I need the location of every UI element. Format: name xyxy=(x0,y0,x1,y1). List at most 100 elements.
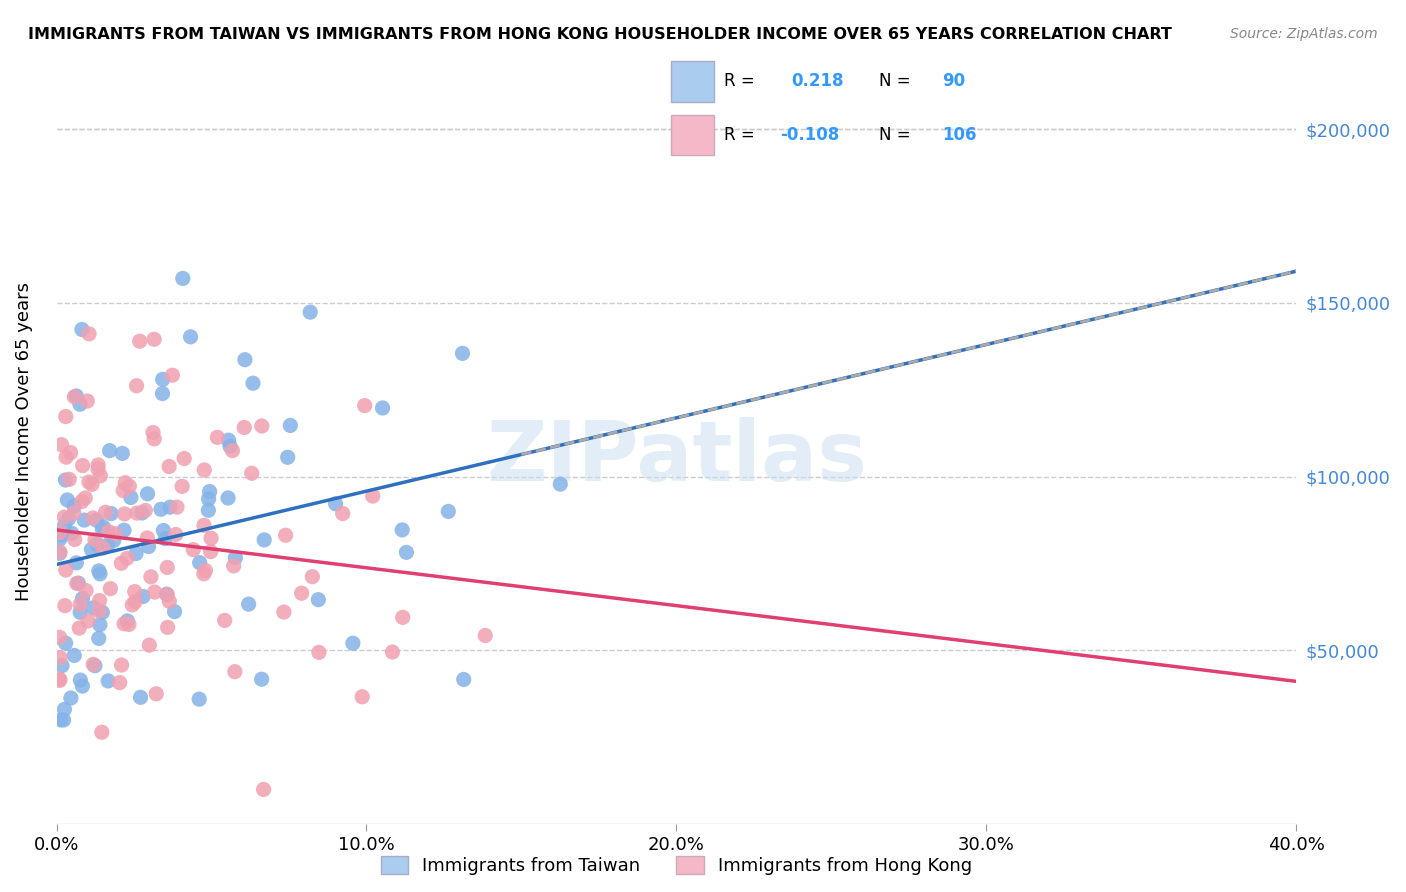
Point xyxy=(77,475,100,489)
Point xyxy=(84,658,107,673)
Text: ZIPatlas: ZIPatlas xyxy=(486,417,868,498)
Point xyxy=(131,506,153,520)
Point xyxy=(48,630,70,644)
Point xyxy=(250,419,273,434)
Point xyxy=(53,518,76,533)
Point xyxy=(253,533,276,547)
Point xyxy=(325,497,347,511)
Point xyxy=(173,451,195,466)
Point xyxy=(114,475,136,490)
Point xyxy=(118,479,141,493)
Point xyxy=(82,511,104,525)
Point xyxy=(155,587,177,601)
Point xyxy=(69,673,91,687)
Point xyxy=(63,533,86,547)
Point xyxy=(87,458,110,472)
Point xyxy=(82,657,104,672)
Text: N =: N = xyxy=(879,126,915,144)
Point xyxy=(139,570,162,584)
Point xyxy=(55,473,77,487)
Point xyxy=(193,463,215,477)
Point xyxy=(342,636,364,650)
Point xyxy=(155,532,177,546)
Point xyxy=(53,510,76,524)
Point xyxy=(233,420,256,434)
Point xyxy=(152,386,174,401)
Point xyxy=(89,604,111,618)
Point xyxy=(91,520,114,534)
Point xyxy=(218,433,240,447)
Point xyxy=(136,487,159,501)
Point xyxy=(70,494,93,508)
Point xyxy=(163,605,186,619)
Point xyxy=(165,527,187,541)
Point xyxy=(75,491,97,505)
Point xyxy=(156,588,179,602)
Point xyxy=(120,491,142,505)
Point xyxy=(198,484,221,499)
Point xyxy=(69,605,91,619)
Point xyxy=(90,725,112,739)
Point xyxy=(97,524,120,539)
Point xyxy=(136,531,159,545)
Point xyxy=(111,446,134,460)
FancyBboxPatch shape xyxy=(671,61,713,102)
Point xyxy=(125,547,148,561)
Point xyxy=(301,570,323,584)
Point xyxy=(77,614,100,628)
Point xyxy=(193,518,215,533)
Point xyxy=(118,617,141,632)
Point xyxy=(48,673,70,688)
Point xyxy=(242,376,264,391)
Point xyxy=(193,566,215,581)
Point xyxy=(115,551,138,566)
Point xyxy=(100,507,122,521)
Point xyxy=(132,590,155,604)
Point xyxy=(371,401,394,415)
Point xyxy=(207,430,229,444)
Point xyxy=(55,450,77,465)
Text: 90: 90 xyxy=(942,72,965,90)
Point xyxy=(76,394,98,409)
Point xyxy=(53,702,76,716)
Point xyxy=(152,524,174,538)
Point xyxy=(277,450,299,465)
Point xyxy=(112,523,135,537)
Point xyxy=(172,479,194,493)
Point xyxy=(84,533,107,547)
Point xyxy=(222,558,245,573)
Point xyxy=(214,614,236,628)
Point xyxy=(143,585,166,599)
Point xyxy=(55,563,77,577)
Point xyxy=(65,389,87,403)
Point xyxy=(217,491,239,505)
Point xyxy=(453,673,475,687)
Point xyxy=(72,679,94,693)
Point xyxy=(48,532,70,546)
Point xyxy=(143,332,166,346)
Point xyxy=(180,330,202,344)
Point xyxy=(80,477,103,491)
Point xyxy=(48,546,70,560)
Point xyxy=(274,528,297,542)
Point xyxy=(89,593,111,607)
Point xyxy=(181,542,204,557)
Point xyxy=(48,672,70,686)
Point xyxy=(73,513,96,527)
Point xyxy=(332,507,354,521)
Point xyxy=(97,538,120,552)
Point xyxy=(67,576,90,591)
Point xyxy=(60,526,83,541)
Point xyxy=(112,483,135,498)
Point xyxy=(89,566,111,581)
Point xyxy=(224,665,246,679)
Point xyxy=(104,526,127,541)
Point xyxy=(82,600,104,615)
Point xyxy=(89,468,111,483)
Point xyxy=(361,489,384,503)
Text: R =: R = xyxy=(724,126,761,144)
Point xyxy=(197,503,219,517)
Point xyxy=(142,425,165,440)
Point xyxy=(103,533,125,548)
Point xyxy=(77,326,100,341)
